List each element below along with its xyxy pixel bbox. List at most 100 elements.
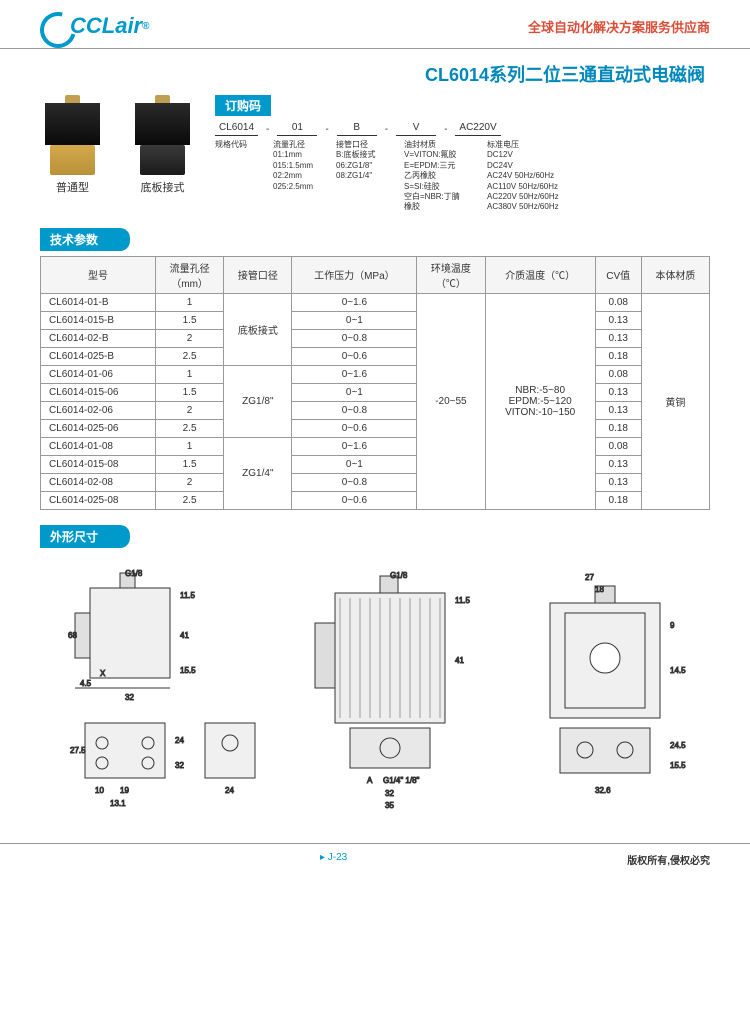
product-images: 普通型 底板接式 bbox=[40, 95, 195, 213]
oc-dash: - bbox=[325, 122, 328, 135]
svg-text:24.5: 24.5 bbox=[670, 741, 686, 750]
oc-dash: - bbox=[385, 122, 388, 135]
svg-text:G1/4" 1/8": G1/4" 1/8" bbox=[383, 776, 420, 785]
cell-cv: 0.13 bbox=[595, 383, 641, 401]
cell-cv: 0.18 bbox=[595, 491, 641, 509]
cell-pressure: 0~1 bbox=[292, 311, 417, 329]
page-footer: ▸ J-23 版权所有,侵权必究 bbox=[0, 843, 750, 875]
oc-label-line: DC24V bbox=[487, 161, 582, 171]
svg-text:27.5: 27.5 bbox=[70, 746, 86, 755]
th-medtemp: 介质温度（℃） bbox=[485, 256, 595, 293]
oc-label-title: 油封材质 bbox=[404, 140, 479, 150]
tagline: 全球自动化解决方案服务供应商 bbox=[528, 17, 710, 36]
cell-model: CL6014-015-06 bbox=[41, 383, 156, 401]
table-row: CL6014-025-06 2.5 0~0.6 0.18 bbox=[41, 419, 710, 437]
cell-pressure: 0~1.6 bbox=[292, 437, 417, 455]
top-section: 普通型 底板接式 订购码 CL6014 - 01 - B - V - AC220… bbox=[0, 95, 750, 223]
logo-icon bbox=[40, 12, 68, 40]
svg-text:G1/8: G1/8 bbox=[390, 571, 408, 580]
svg-text:11.5: 11.5 bbox=[180, 591, 196, 600]
cell-cv: 0.18 bbox=[595, 347, 641, 365]
cell-model: CL6014-02-06 bbox=[41, 401, 156, 419]
svg-text:32: 32 bbox=[175, 761, 184, 770]
oc-label-title: 接管口径 bbox=[336, 140, 396, 150]
oc-label-line: AC220V 50Hz/60Hz bbox=[487, 192, 582, 202]
table-row: CL6014-015-06 1.5 0~1 0.13 bbox=[41, 383, 710, 401]
logo: CCLair ® bbox=[40, 12, 150, 40]
cell-model: CL6014-025-B bbox=[41, 347, 156, 365]
table-row: CL6014-025-08 2.5 0~0.6 0.18 bbox=[41, 491, 710, 509]
cell-cv: 0.08 bbox=[595, 437, 641, 455]
cell-cv: 0.08 bbox=[595, 365, 641, 383]
cell-orifice: 1 bbox=[155, 437, 223, 455]
cell-material: 黄铜 bbox=[641, 293, 709, 509]
oc-label-line: AC24V 50Hz/60Hz bbox=[487, 171, 582, 181]
th-ambtemp: 环境温度 （℃） bbox=[417, 256, 485, 293]
cell-cv: 0.18 bbox=[595, 419, 641, 437]
cell-port: ZG1/4" bbox=[224, 437, 292, 509]
cell-model: CL6014-01-B bbox=[41, 293, 156, 311]
cell-cv: 0.13 bbox=[595, 401, 641, 419]
oc-label-4: 标准电压 DC12V DC24V AC24V 50Hz/60Hz AC110V … bbox=[487, 140, 582, 213]
oc-label-line: 025:2.5mm bbox=[273, 182, 328, 192]
oc-label-line: E=EPDM:三元 bbox=[404, 161, 479, 171]
cell-pressure: 0~0.6 bbox=[292, 419, 417, 437]
product-label-1: 普通型 bbox=[40, 179, 105, 195]
oc-dash: - bbox=[266, 122, 269, 135]
svg-text:X: X bbox=[100, 669, 106, 678]
order-code-labels: 规格代码 流量孔径 01:1mm 015:1.5mm 02:2mm 025:2.… bbox=[215, 140, 710, 213]
cell-port: ZG1/8" bbox=[224, 365, 292, 437]
cell-orifice: 2.5 bbox=[155, 347, 223, 365]
svg-text:27: 27 bbox=[585, 573, 594, 582]
svg-text:13.1: 13.1 bbox=[110, 799, 126, 808]
cell-model: CL6014-01-06 bbox=[41, 365, 156, 383]
svg-text:24: 24 bbox=[175, 736, 184, 745]
svg-text:14.5: 14.5 bbox=[670, 666, 686, 675]
table-row: CL6014-025-B 2.5 0~0.6 0.18 bbox=[41, 347, 710, 365]
svg-text:35: 35 bbox=[385, 801, 394, 810]
cell-pressure: 0~0.6 bbox=[292, 347, 417, 365]
svg-text:41: 41 bbox=[455, 656, 464, 665]
diagram-left: G1/8 11.5 41 15.5 68 4.5 X 32 27.5 24 32… bbox=[40, 568, 270, 818]
table-row: CL6014-015-08 1.5 0~1 0.13 bbox=[41, 455, 710, 473]
cell-cv: 0.08 bbox=[595, 293, 641, 311]
cell-pressure: 0~1 bbox=[292, 383, 417, 401]
cell-orifice: 2 bbox=[155, 473, 223, 491]
cell-model: CL6014-015-08 bbox=[41, 455, 156, 473]
cell-orifice: 2.5 bbox=[155, 491, 223, 509]
cell-orifice: 2 bbox=[155, 401, 223, 419]
table-row: CL6014-01-B 1 底板接式 0~1.6 -20~55 NBR:-5~8… bbox=[41, 293, 710, 311]
cell-model: CL6014-01-08 bbox=[41, 437, 156, 455]
th-orifice: 流量孔径 （mm） bbox=[155, 256, 223, 293]
svg-text:19: 19 bbox=[120, 786, 129, 795]
oc-label-line: 015:1.5mm bbox=[273, 161, 328, 171]
svg-text:32: 32 bbox=[125, 693, 134, 702]
cell-cv: 0.13 bbox=[595, 329, 641, 347]
page-header: CCLair ® 全球自动化解决方案服务供应商 bbox=[0, 0, 750, 49]
page-title: CL6014系列二位三通直动式电磁阀 bbox=[0, 49, 750, 95]
order-code-header: 订购码 bbox=[215, 95, 271, 116]
svg-text:32: 32 bbox=[385, 789, 394, 798]
oc-cell-0: CL6014 bbox=[215, 122, 258, 136]
oc-label-line: DC12V bbox=[487, 150, 582, 160]
oc-label-3: 油封材质 V=VITON:氟胶 E=EPDM:三元 乙丙橡胶 S=SI:硅胶 空… bbox=[404, 140, 479, 213]
table-row: CL6014-01-08 1 ZG1/4" 0~1.6 0.08 bbox=[41, 437, 710, 455]
oc-label-line: AC380V 50Hz/60Hz bbox=[487, 202, 582, 212]
th-pressure: 工作压力（MPa） bbox=[292, 256, 417, 293]
cell-cv: 0.13 bbox=[595, 473, 641, 491]
product-baseplate: 底板接式 bbox=[130, 95, 195, 213]
oc-label-2: 接管口径 B:底板接式 06:ZG1/8" 08:ZG1/4" bbox=[336, 140, 396, 213]
oc-cell-4: AC220V bbox=[455, 122, 500, 136]
oc-label-line: 06:ZG1/8" bbox=[336, 161, 396, 171]
cell-orifice: 2.5 bbox=[155, 419, 223, 437]
svg-text:A: A bbox=[367, 776, 373, 785]
svg-text:9: 9 bbox=[670, 621, 675, 630]
order-code-section: 订购码 CL6014 - 01 - B - V - AC220V 规格代码 流量… bbox=[215, 95, 710, 213]
oc-label-line: S=SI:硅胶 bbox=[404, 182, 479, 192]
cell-pressure: 0~0.8 bbox=[292, 329, 417, 347]
svg-text:15.5: 15.5 bbox=[180, 666, 196, 675]
cell-ambtemp: -20~55 bbox=[417, 293, 485, 509]
product-label-2: 底板接式 bbox=[130, 179, 195, 195]
cell-pressure: 0~1.6 bbox=[292, 293, 417, 311]
table-row: CL6014-02-06 2 0~0.8 0.13 bbox=[41, 401, 710, 419]
